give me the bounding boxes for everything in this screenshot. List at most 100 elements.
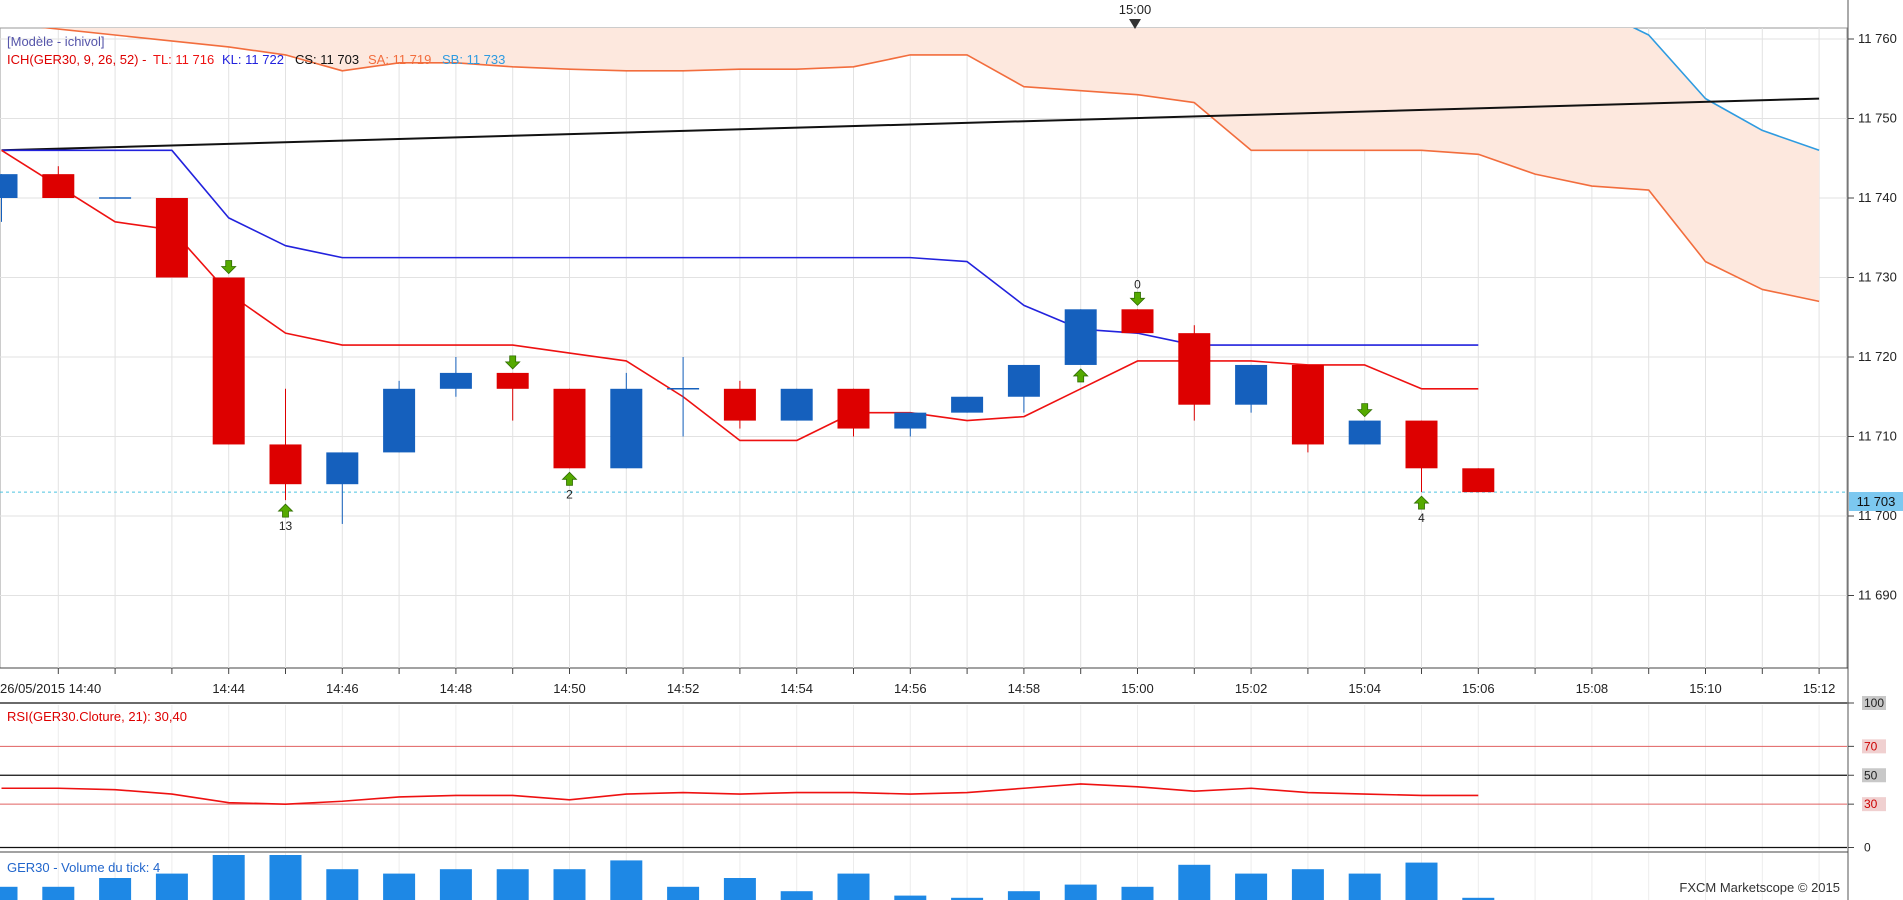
volume-bar [155, 873, 188, 900]
signal-up-arrow-icon [1072, 368, 1089, 383]
candle[interactable] [439, 357, 472, 397]
candle[interactable] [667, 357, 700, 437]
y-tick-label: 11 700 [1858, 508, 1897, 523]
volume-bar [439, 869, 472, 900]
rsi-panel[interactable]: 100 70 50 30 0 [0, 696, 1886, 855]
candle[interactable] [780, 388, 813, 421]
candle[interactable] [1235, 364, 1268, 413]
volume-bar [951, 897, 984, 900]
candle[interactable] [1121, 309, 1154, 334]
time-axis[interactable]: 26/05/2015 14:40 14:44 14:46 14:48 14:50 14:5… [0, 681, 1835, 696]
arrow-up-icon [561, 471, 578, 486]
arrow-down-icon [1129, 291, 1146, 306]
signal-down-arrow-icon [220, 260, 237, 275]
candle[interactable] [1405, 420, 1438, 493]
candle-body [1007, 364, 1040, 397]
x-tick-label: 15:06 [1462, 681, 1495, 696]
legend-cs: CS: 11 703 [295, 52, 359, 67]
candle[interactable] [837, 388, 870, 437]
volume-bar [1178, 864, 1211, 900]
candle[interactable] [496, 372, 529, 421]
candle[interactable] [1178, 325, 1211, 421]
candle[interactable] [894, 412, 927, 437]
signal-up-arrow-icon: 13 [277, 503, 294, 533]
candle[interactable] [326, 452, 359, 524]
candle[interactable] [269, 388, 302, 501]
x-tick-label: 14:56 [894, 681, 927, 696]
candle[interactable] [951, 396, 984, 413]
candles[interactable] [0, 166, 1495, 524]
candle-body [496, 372, 529, 389]
ichimoku-lines [1, 28, 1820, 442]
last-price-label: 11 703 [1857, 494, 1896, 509]
rsi-tick-label: 0 [1864, 841, 1871, 855]
arrow-up-icon [1072, 368, 1089, 383]
volume-bar [212, 855, 245, 900]
ichimoku-line-sb [1632, 28, 1820, 152]
x-tick-label: 14:46 [326, 681, 359, 696]
rsi-tick-bg [1862, 797, 1886, 812]
candle-body [326, 452, 359, 485]
candle-body [1064, 309, 1097, 365]
volume-bar [1064, 884, 1097, 900]
candle[interactable] [1064, 309, 1097, 365]
candle[interactable] [1007, 364, 1040, 413]
candle[interactable] [1291, 364, 1324, 453]
x-tick-label: 14:58 [1008, 681, 1041, 696]
candle-body [42, 174, 75, 198]
x-tick-label: 15:10 [1689, 681, 1722, 696]
legend-sa: SA: 11 719 [368, 52, 431, 67]
legend-ichimoku: ICH(GER30, 9, 26, 52) - [7, 52, 146, 67]
volume-bar [326, 869, 359, 900]
y-tick-label: 11 690 [1858, 588, 1897, 603]
volume-bar [383, 873, 416, 900]
candle[interactable] [42, 166, 75, 198]
rsi-tick-bg [1862, 696, 1886, 710]
volume-bar [553, 869, 586, 900]
rsi-tick-bg [1862, 739, 1886, 754]
y-tick-label: 11 710 [1858, 429, 1897, 444]
candle-body [723, 388, 756, 421]
y-tick-label: 11 760 [1858, 31, 1897, 46]
indicator-legend: ICH(GER30, 9, 26, 52) - TL: 11 716 KL: 1… [7, 52, 505, 67]
last-price-box [1849, 492, 1903, 511]
x-tick-label: 15:08 [1576, 681, 1609, 696]
x-tick-label: 14:54 [780, 681, 813, 696]
candle[interactable] [0, 174, 18, 222]
candle-body [610, 388, 643, 469]
candle-body [383, 388, 416, 453]
rsi-line [1, 783, 1479, 805]
candle[interactable] [1348, 420, 1381, 445]
signal-down-arrow-icon [1356, 403, 1373, 418]
candle-body [1348, 420, 1381, 445]
volume-bar [1348, 873, 1381, 900]
candle-body [1121, 309, 1154, 334]
candle-body [0, 174, 18, 198]
volume-bar [1121, 886, 1154, 900]
signal-down-arrow-icon [504, 355, 521, 370]
y-tick-label: 11 720 [1858, 349, 1897, 364]
candle[interactable] [212, 277, 245, 445]
candle[interactable] [1462, 468, 1495, 493]
candle[interactable] [383, 380, 416, 453]
candle-body [1405, 420, 1438, 469]
x-tick-label: 14:44 [212, 681, 245, 696]
ichimoku-line-cs [1, 97, 1820, 152]
x-tick-label: 15:02 [1235, 681, 1268, 696]
candle[interactable] [155, 198, 188, 278]
candle[interactable] [610, 372, 643, 469]
volume-bar [99, 878, 132, 900]
x-tick-label: 14:48 [440, 681, 473, 696]
candle-body [439, 372, 472, 389]
candle[interactable] [553, 388, 586, 469]
candle-body [1291, 364, 1324, 445]
volume-bar [780, 891, 813, 900]
y-tick-label: 11 750 [1858, 111, 1897, 126]
candle[interactable] [723, 380, 756, 429]
price-axis[interactable]: 11 760 11 750 11 740 11 730 11 720 11 710 11 7… [1848, 31, 1897, 603]
candle-body [1462, 468, 1495, 493]
candle-body [837, 388, 870, 429]
rsi-title: RSI(GER30.Cloture, 21): 30,40 [7, 709, 187, 724]
volume-panel[interactable] [0, 847, 1495, 900]
